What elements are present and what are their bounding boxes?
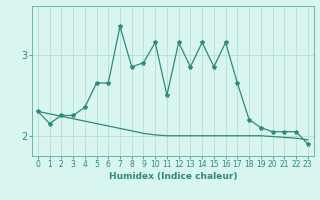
X-axis label: Humidex (Indice chaleur): Humidex (Indice chaleur) bbox=[108, 172, 237, 181]
